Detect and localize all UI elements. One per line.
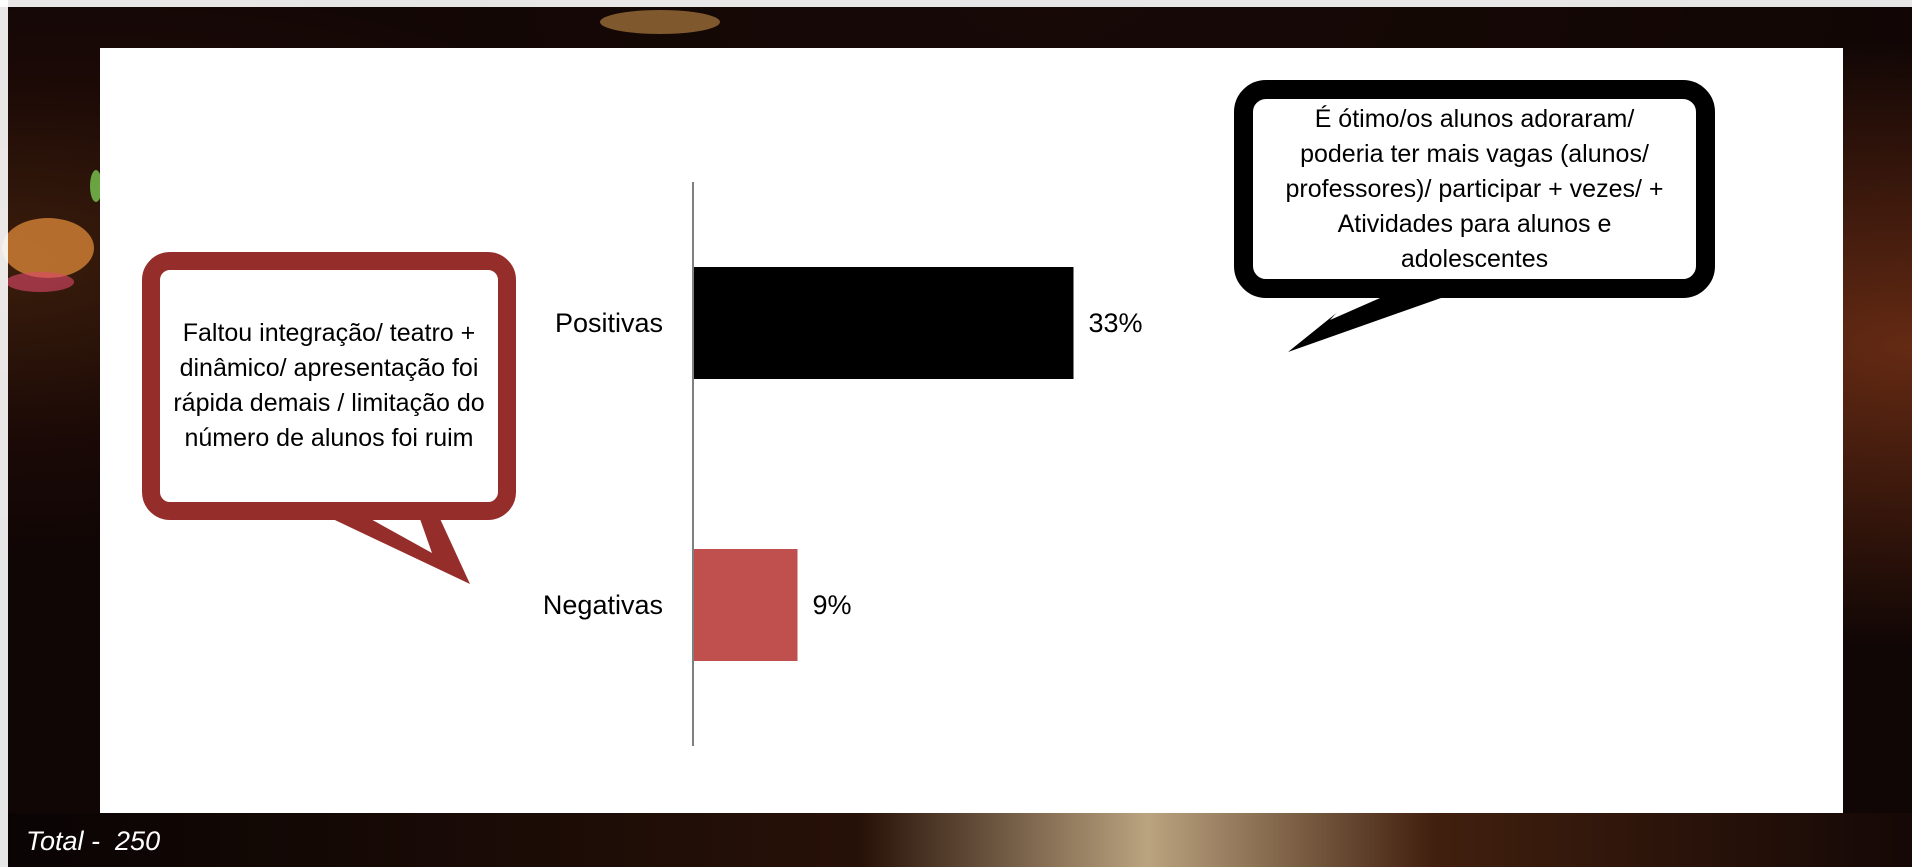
callout-negative-comments: Faltou integração/ teatro + dinâmico/ ap… (142, 252, 516, 520)
bar-chart: Positivas 33% Negativas 9% (543, 182, 1143, 746)
callout-positive-comments: É ótimo/os alunos adoraram/ poderia ter … (1234, 80, 1715, 298)
total-respondents: Total - 250 (26, 826, 161, 856)
callout-positive-text: É ótimo/os alunos adoraram/ poderia ter … (1285, 104, 1664, 273)
value-label-positivas: 33% (1089, 308, 1143, 338)
value-label-negativas: 9% (813, 590, 852, 620)
bar-positivas (694, 267, 1074, 379)
bars-layer: Positivas 33% Negativas 9% (543, 267, 1143, 661)
bar-negativas (694, 549, 798, 661)
category-label-negativas: Negativas (543, 590, 663, 620)
callout-negative-text: Faltou integração/ teatro + dinâmico/ ap… (173, 319, 485, 452)
category-label-positivas: Positivas (555, 308, 663, 338)
